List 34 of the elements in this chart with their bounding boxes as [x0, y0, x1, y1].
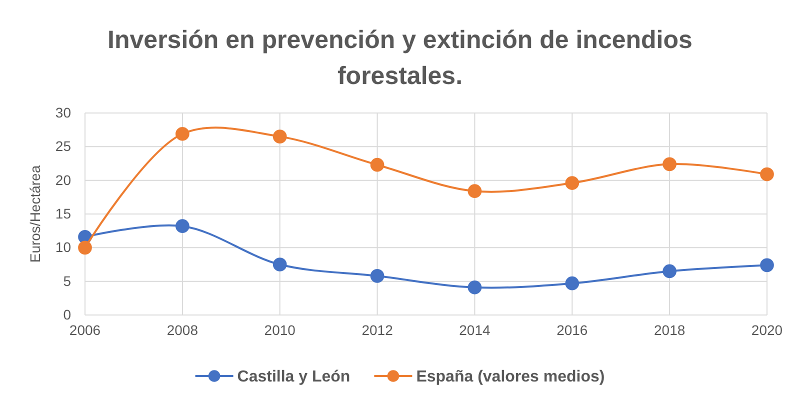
point [175, 126, 190, 141]
point [662, 264, 677, 278]
x-tick-label: 2012 [362, 322, 394, 338]
point [565, 176, 580, 190]
y-tick-label: 15 [55, 205, 72, 222]
x-tick-label: 2006 [69, 322, 101, 338]
point [272, 130, 287, 144]
y-tick-label: 30 [55, 104, 72, 120]
point [565, 276, 580, 290]
point [468, 280, 482, 294]
point [662, 157, 677, 172]
y-tick-label: 0 [63, 306, 72, 322]
x-tick-label: 2016 [556, 322, 588, 338]
chart-title: Inversión en prevención y extinción de incendios forestales. [108, 26, 692, 90]
legend-label: España (valores medios) [416, 368, 605, 386]
y-tick-label: 5 [63, 272, 72, 289]
point [760, 167, 774, 182]
point [760, 258, 774, 272]
y-axis-title: Euros/Hectárea [27, 165, 43, 263]
x-tick-label: 2008 [166, 322, 198, 338]
point [78, 240, 92, 255]
x-tick-label: 2010 [264, 322, 296, 338]
legend-label: Castilla y León [237, 368, 350, 386]
point [370, 158, 384, 172]
y-tick-label: 20 [55, 172, 72, 188]
x-tick-label: 2018 [654, 322, 686, 338]
point [175, 219, 190, 234]
point [272, 258, 287, 272]
y-tick-label: 25 [55, 138, 72, 154]
x-tick-label: 2020 [751, 322, 783, 338]
point [468, 184, 482, 198]
point [370, 269, 384, 283]
x-tick-label: 2014 [459, 322, 490, 338]
y-tick-label: 10 [55, 239, 72, 256]
